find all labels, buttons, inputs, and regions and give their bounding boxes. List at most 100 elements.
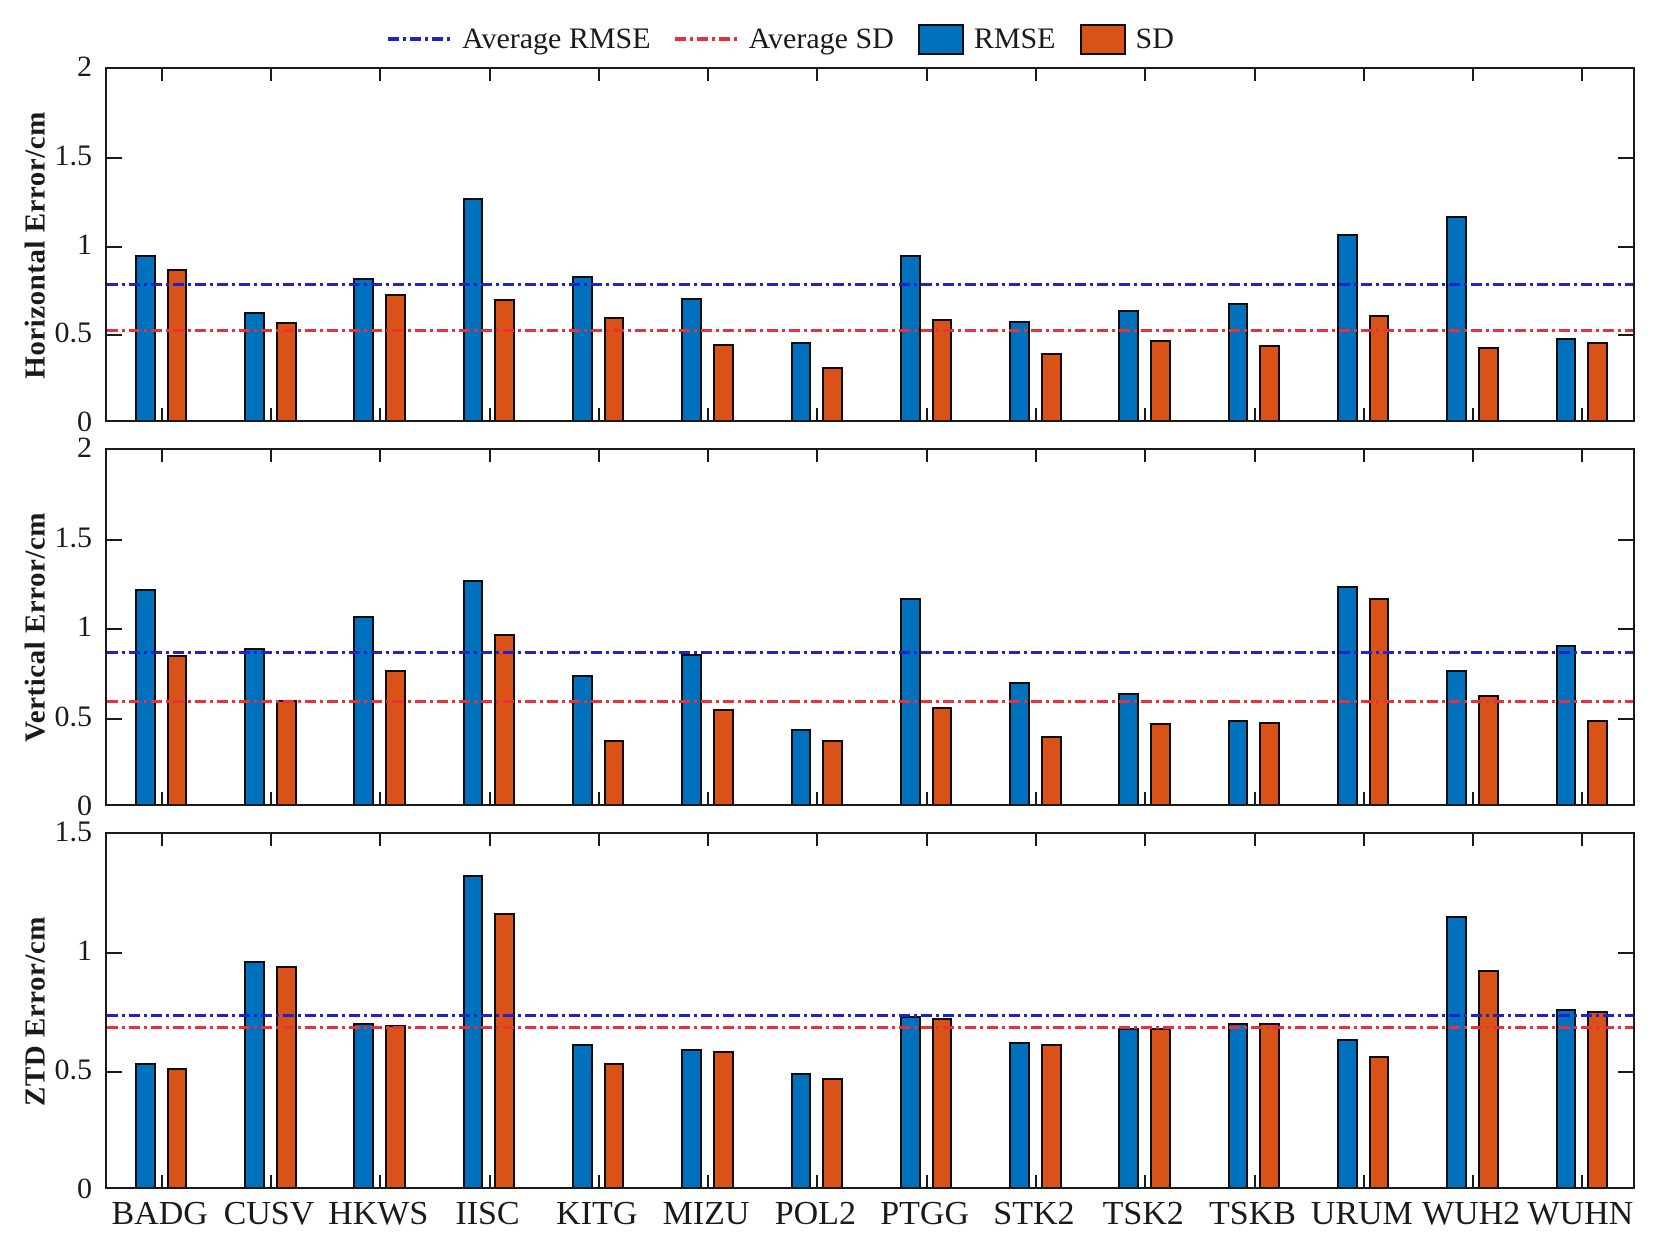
x-tick-mark-top xyxy=(1363,834,1365,846)
x-axis-label-pol2: POL2 xyxy=(774,1195,856,1232)
rmse-bar-ptgg xyxy=(899,1015,921,1187)
rmse-bar-swatch xyxy=(917,23,964,55)
x-tick-mark-top xyxy=(270,450,272,462)
rmse-bar-mizu xyxy=(681,653,703,804)
x-tick-mark-top xyxy=(1363,450,1365,462)
average-sd-line xyxy=(107,1025,1633,1029)
y-tick-mark-left xyxy=(107,156,122,159)
sd-bar-iisc xyxy=(494,299,516,420)
x-tick-mark-bottom xyxy=(1254,1175,1256,1187)
x-tick-mark-top xyxy=(707,834,709,846)
x-tick-mark-top xyxy=(926,69,928,81)
y-tick-label: 1 xyxy=(77,934,92,967)
sd-bar-ptgg xyxy=(931,1018,953,1187)
rmse-bar-iisc xyxy=(462,198,484,420)
x-tick-mark-bottom xyxy=(161,408,163,420)
legend-label-sd: SD xyxy=(1135,22,1174,55)
x-tick-mark-bottom xyxy=(1144,408,1146,420)
x-tick-mark-top xyxy=(1254,450,1256,462)
rmse-bar-mizu xyxy=(681,1048,703,1187)
sd-bar-hkws xyxy=(385,669,406,804)
rmse-bar-tskb xyxy=(1227,1022,1249,1187)
y-tick-mark-left xyxy=(107,717,122,720)
sd-bar-mizu xyxy=(712,1051,734,1187)
x-tick-mark-top xyxy=(379,834,381,846)
sd-bar-mizu xyxy=(712,343,734,420)
y-tick-mark-left xyxy=(107,1071,122,1073)
sd-bar-urum xyxy=(1368,315,1390,420)
legend-label-average-sd: Average SD xyxy=(748,22,894,55)
y-tick-mark-right xyxy=(1618,245,1633,248)
rmse-bar-cusv xyxy=(244,960,265,1187)
rmse-bar-badg xyxy=(134,589,156,804)
y-tick-label: 2 xyxy=(77,431,92,464)
x-tick-mark-bottom xyxy=(707,408,709,420)
x-tick-mark-bottom xyxy=(1472,1175,1474,1187)
x-tick-mark-top xyxy=(1144,834,1146,846)
rmse-bar-badg xyxy=(134,1063,156,1187)
x-axis-label-wuhn: WUHN xyxy=(1527,1195,1634,1232)
x-tick-mark-bottom xyxy=(707,1175,709,1187)
x-tick-mark-bottom xyxy=(598,1175,600,1187)
rmse-bar-wuh2 xyxy=(1446,669,1468,804)
rmse-bar-tsk2 xyxy=(1118,693,1140,804)
sd-bar-badg xyxy=(166,1068,188,1187)
rmse-bar-wuhn xyxy=(1555,338,1577,420)
legend-label-rmse: RMSE xyxy=(973,22,1056,55)
y-tick-label: 2 xyxy=(77,50,92,83)
sd-bar-badg xyxy=(166,269,188,420)
sd-bar-ptgg xyxy=(931,707,953,804)
rmse-bar-stk2 xyxy=(1009,1041,1030,1187)
x-tick-mark-top xyxy=(1581,834,1583,846)
rmse-bar-wuhn xyxy=(1555,644,1577,804)
x-axis-label-tskb: TSKB xyxy=(1209,1195,1296,1232)
x-tick-mark-bottom xyxy=(1363,792,1365,804)
sd-bar-mizu xyxy=(712,709,734,804)
x-axis-label-hkws: HKWS xyxy=(328,1195,429,1232)
x-tick-mark-bottom xyxy=(1363,1175,1365,1187)
rmse-bar-hkws xyxy=(353,1022,375,1187)
rmse-bar-iisc xyxy=(462,875,484,1187)
rmse-bar-kitg xyxy=(572,1044,593,1187)
x-tick-mark-top xyxy=(270,834,272,846)
y-tick-label: 1 xyxy=(77,610,92,643)
rmse-bar-urum xyxy=(1337,1039,1358,1187)
y-tick-mark-right xyxy=(1618,628,1633,630)
rmse-bar-stk2 xyxy=(1009,682,1030,804)
y-tick-label: 0 xyxy=(77,789,92,822)
sd-bar-kitg xyxy=(603,317,625,420)
x-axis-label-wuh2: WUH2 xyxy=(1421,1195,1521,1232)
sd-bar-stk2 xyxy=(1040,735,1062,804)
x-tick-mark-bottom xyxy=(379,1175,381,1187)
x-tick-mark-bottom xyxy=(926,1175,928,1187)
rmse-bar-ptgg xyxy=(899,254,921,420)
y-tick-mark-right xyxy=(1618,952,1633,954)
sd-bar-cusv xyxy=(275,322,297,420)
sd-bar-cusv xyxy=(275,700,297,804)
y-tick-mark-left xyxy=(107,952,122,954)
x-tick-mark-bottom xyxy=(489,792,491,804)
x-axis-label-tsk2: TSK2 xyxy=(1102,1195,1184,1232)
x-tick-mark-top xyxy=(1254,834,1256,846)
x-tick-mark-top xyxy=(379,450,381,462)
x-tick-mark-bottom xyxy=(598,792,600,804)
x-tick-mark-top xyxy=(1144,450,1146,462)
x-tick-mark-top xyxy=(816,69,818,81)
x-tick-mark-top xyxy=(270,69,272,81)
sd-bar-tskb xyxy=(1259,345,1281,420)
x-tick-mark-bottom xyxy=(1035,408,1037,420)
x-axis-label-kitg: KITG xyxy=(556,1195,638,1232)
y-tick-mark-right xyxy=(1618,538,1633,541)
y-tick-mark-left xyxy=(107,334,122,337)
x-tick-mark-top xyxy=(598,69,600,81)
rmse-bar-urum xyxy=(1337,585,1358,804)
x-tick-mark-bottom xyxy=(926,408,928,420)
rmse-bar-wuh2 xyxy=(1446,215,1468,420)
sd-bar-tskb xyxy=(1259,721,1281,804)
x-tick-mark-top xyxy=(1472,834,1474,846)
rmse-bar-hkws xyxy=(353,278,375,420)
x-tick-mark-top xyxy=(1581,69,1583,81)
x-tick-mark-top xyxy=(161,834,163,846)
x-tick-mark-top xyxy=(1035,69,1037,81)
